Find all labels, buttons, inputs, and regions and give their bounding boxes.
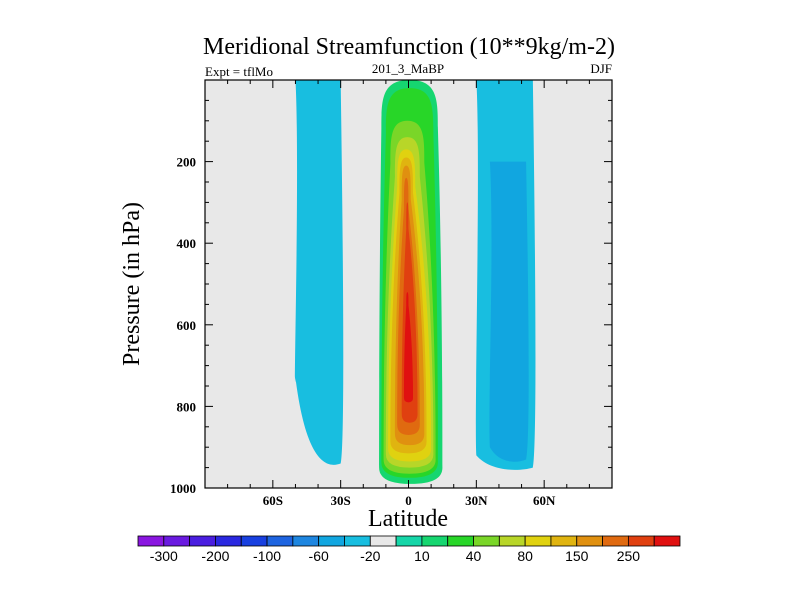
y-tick-label: 800 bbox=[177, 399, 197, 414]
negative-contour-north-level-7 bbox=[489, 162, 528, 462]
x-tick-label: 30S bbox=[331, 493, 351, 508]
x-tick-label: 60N bbox=[533, 493, 556, 508]
colorbar-label: -20 bbox=[360, 548, 380, 564]
colorbar-box bbox=[577, 536, 603, 546]
colorbar-box bbox=[190, 536, 216, 546]
x-tick-label: 60S bbox=[263, 493, 283, 508]
case-label: 201_3_MaBP bbox=[372, 61, 444, 76]
colorbar: -300 -200 -100 -60 -20 10 40 80 150 250 bbox=[138, 536, 680, 564]
y-axis-label: Pressure (in hPa) bbox=[119, 202, 145, 366]
y-tick-label: 200 bbox=[177, 155, 197, 170]
y-tick-label: 600 bbox=[177, 318, 197, 333]
contour-fills bbox=[295, 80, 536, 484]
colorbar-box bbox=[293, 536, 319, 546]
colorbar-label: -300 bbox=[150, 548, 178, 564]
chart-title: Meridional Streamfunction (10**9kg/m-2) bbox=[203, 34, 615, 60]
colorbar-label: -200 bbox=[201, 548, 229, 564]
colorbar-box bbox=[448, 536, 474, 546]
colorbar-box bbox=[138, 536, 164, 546]
colorbar-label: 40 bbox=[466, 548, 482, 564]
colorbar-box bbox=[422, 536, 448, 546]
colorbar-box bbox=[319, 536, 345, 546]
expt-label: Expt = tflMo bbox=[205, 64, 273, 79]
colorbar-box bbox=[396, 536, 422, 546]
colorbar-box bbox=[241, 536, 267, 546]
colorbar-label: -100 bbox=[253, 548, 281, 564]
colorbar-label: 80 bbox=[517, 548, 533, 564]
colorbar-label: 150 bbox=[565, 548, 589, 564]
colorbar-box bbox=[525, 536, 551, 546]
colorbar-box bbox=[551, 536, 577, 546]
colorbar-box bbox=[628, 536, 654, 546]
colorbar-box bbox=[474, 536, 500, 546]
x-axis-label: Latitude bbox=[368, 506, 448, 532]
x-tick-label: 30N bbox=[465, 493, 488, 508]
negative-contour-south bbox=[295, 80, 343, 465]
colorbar-box bbox=[654, 536, 680, 546]
colorbar-box bbox=[499, 536, 525, 546]
colorbar-box bbox=[164, 536, 190, 546]
y-tick-label: 400 bbox=[177, 236, 197, 251]
season-label: DJF bbox=[590, 61, 612, 76]
colorbar-box bbox=[267, 536, 293, 546]
colorbar-label: -60 bbox=[309, 548, 329, 564]
colorbar-box bbox=[215, 536, 241, 546]
colorbar-label: 10 bbox=[414, 548, 430, 564]
y-tick-label: 1000 bbox=[170, 481, 196, 496]
colorbar-box bbox=[370, 536, 396, 546]
contour-chart: Meridional Streamfunction (10**9kg/m-2) … bbox=[0, 0, 800, 600]
colorbar-box bbox=[603, 536, 629, 546]
colorbar-box bbox=[344, 536, 370, 546]
colorbar-label: 250 bbox=[617, 548, 641, 564]
